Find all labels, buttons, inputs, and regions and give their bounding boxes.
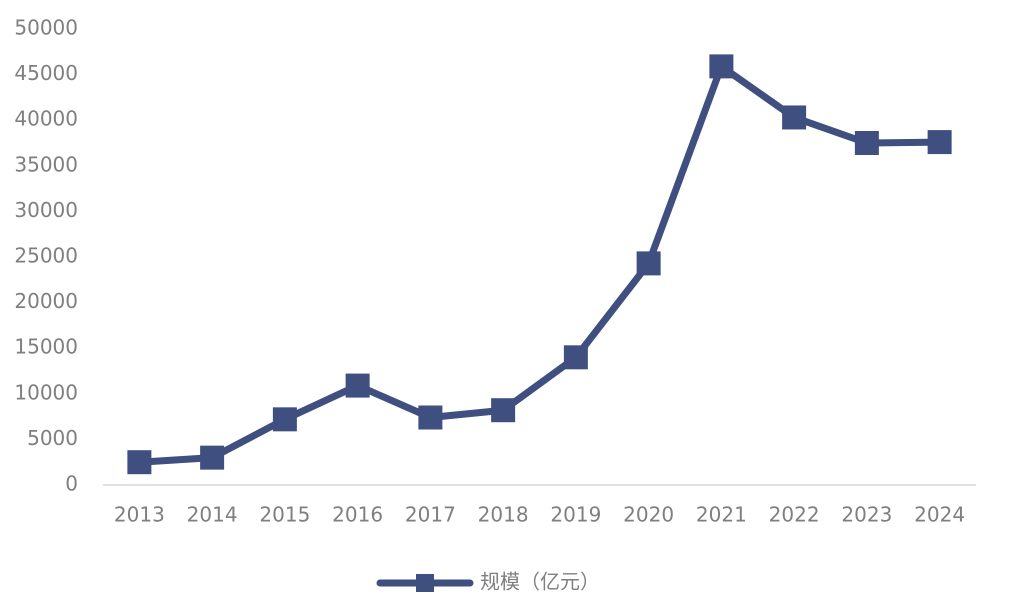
x-tick-label: 2020 (623, 503, 674, 527)
x-tick-label: 2015 (259, 503, 310, 527)
series-line (139, 62, 940, 466)
y-tick-label: 25000 (14, 244, 78, 268)
point-marker (782, 105, 807, 130)
point-marker (272, 407, 297, 432)
x-tick-label: 2016 (332, 503, 383, 527)
y-tick-label: 20000 (14, 289, 78, 313)
legend-marker (416, 574, 434, 592)
point-marker (563, 345, 588, 370)
point-marker (709, 54, 734, 79)
x-tick-label: 2022 (769, 503, 820, 527)
x-tick-label: 2014 (187, 503, 238, 527)
x-tick-label: 2018 (478, 503, 529, 527)
point-marker (418, 405, 443, 430)
x-tick-label: 2013 (114, 503, 165, 527)
point-marker (927, 130, 952, 155)
y-tick-label: 45000 (14, 61, 78, 85)
y-tick-label: 0 (65, 472, 78, 496)
point-marker (491, 398, 516, 423)
y-tick-label: 30000 (14, 198, 78, 222)
y-tick-label: 15000 (14, 335, 78, 359)
x-tick-label: 2023 (841, 503, 892, 527)
y-tick-label: 5000 (27, 426, 78, 450)
x-tick-label: 2021 (696, 503, 747, 527)
point-marker (345, 373, 370, 398)
x-tick-label: 2024 (914, 503, 965, 527)
point-marker (127, 450, 152, 475)
point-marker (854, 131, 879, 155)
point-marker (200, 445, 225, 470)
point-marker (636, 251, 661, 276)
y-tick-label: 40000 (14, 107, 78, 131)
y-tick-label: 35000 (14, 152, 78, 176)
y-tick-label: 10000 (14, 380, 78, 404)
y-tick-label: 50000 (14, 16, 78, 40)
x-tick-label: 2017 (405, 503, 456, 527)
legend-label: 规模（亿元） (480, 570, 600, 594)
x-tick-label: 2019 (550, 503, 601, 527)
